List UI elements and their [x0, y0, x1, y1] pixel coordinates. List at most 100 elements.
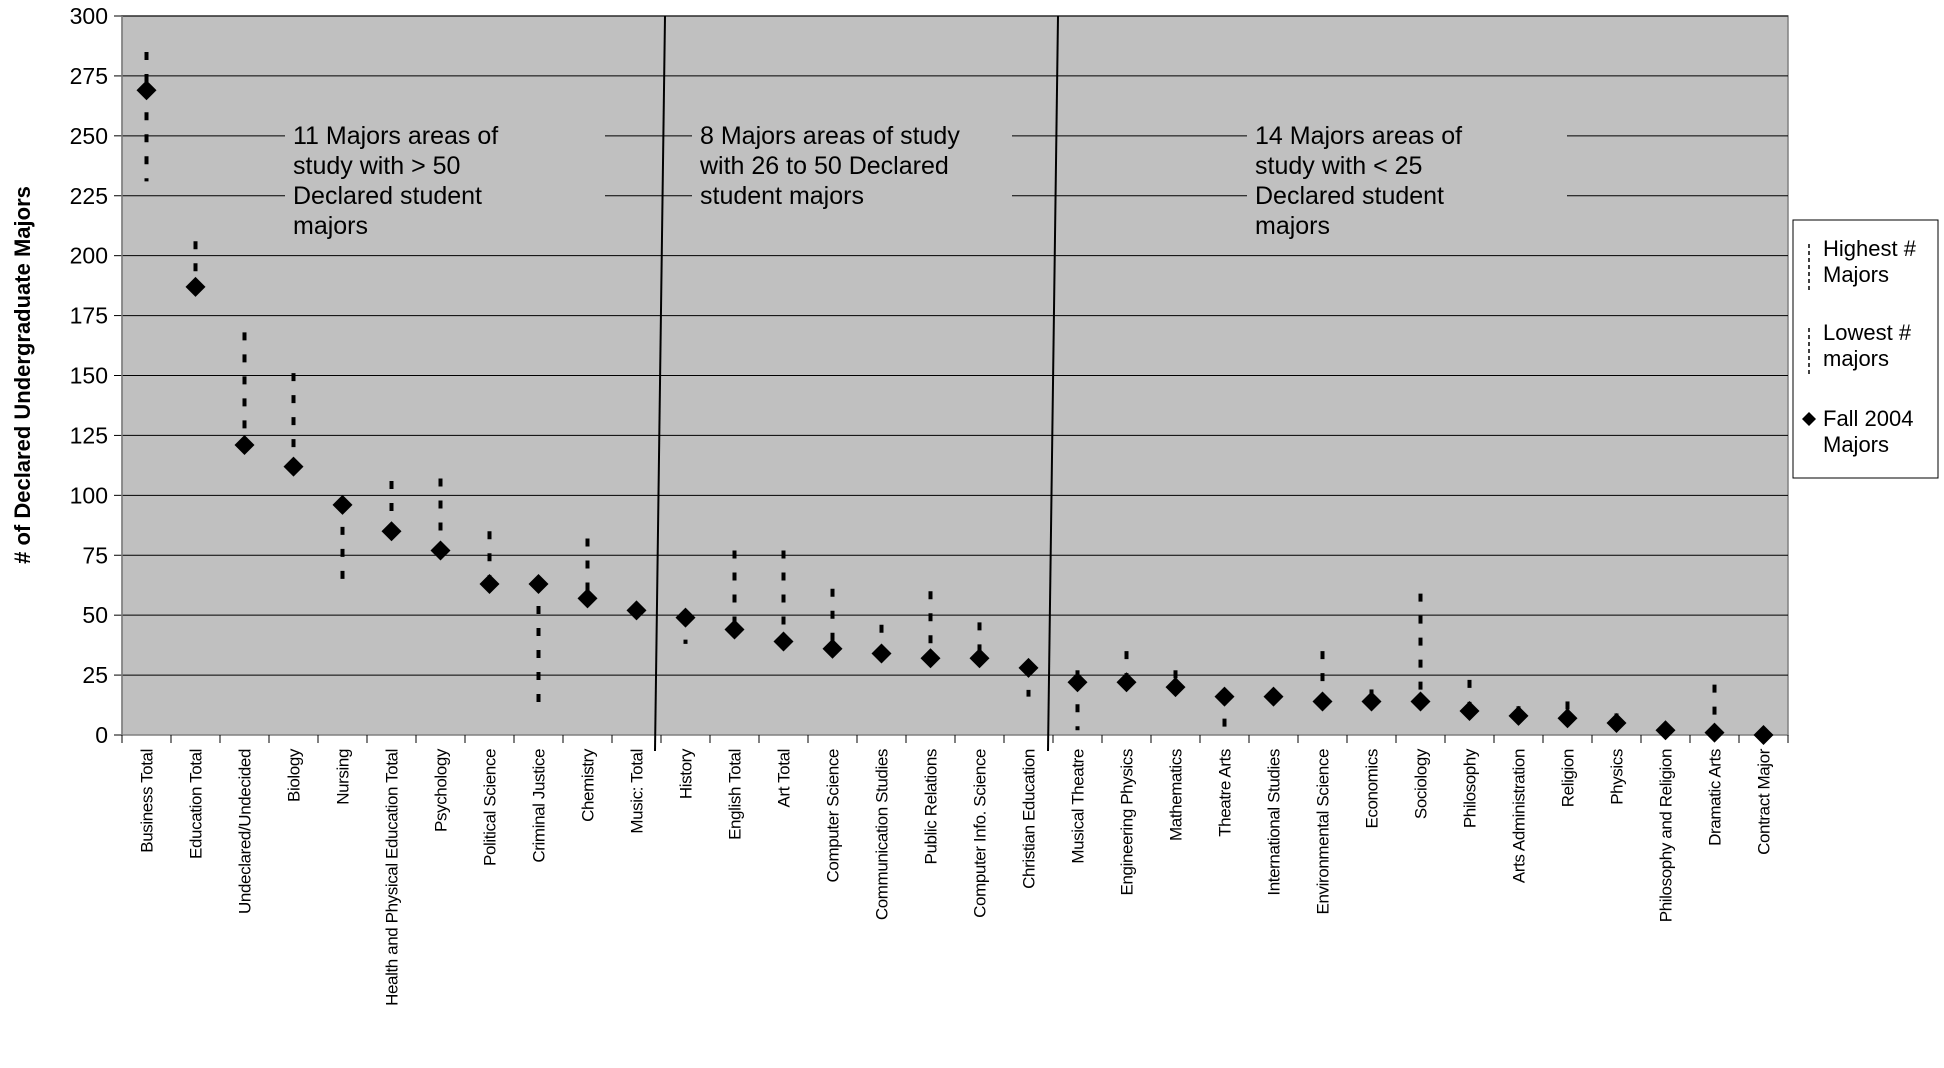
y-axis-ticks: 0 25 50 75 100 125 150 175 200 225 250 275 300	[70, 3, 123, 748]
marker-theatre-arts	[1214, 686, 1235, 707]
marker-chemistry	[577, 588, 598, 609]
y-tick-label-25: 25	[82, 662, 108, 688]
x-tick-label-public-relations: Public Relations	[922, 749, 941, 865]
group-annotation-2-line-3: student majors	[700, 182, 864, 210]
x-tick-label-religion: Religion	[1559, 749, 1578, 807]
marker-religion	[1557, 708, 1578, 729]
group-divider-2	[1047, 15, 1059, 752]
x-axis-ticks: Business Total Education Total Undeclared/…	[121, 735, 1789, 1006]
legend-item-1-line-1: Highest #	[1823, 236, 1917, 261]
marker-environmental-science	[1312, 691, 1333, 712]
marker-engineering-physics	[1116, 672, 1137, 693]
legend-diamond-icon	[1802, 412, 1816, 426]
x-tick-label-theatre-arts: Theatre Arts	[1216, 749, 1235, 837]
marker-sociology	[1410, 691, 1431, 712]
legend-item-1-line-2: Majors	[1823, 262, 1889, 287]
marker-christian-education	[1018, 657, 1039, 678]
x-tick-label-music-total: Music: Total	[628, 749, 647, 834]
group-annotation-3-line-4: majors	[1255, 212, 1330, 240]
x-tick-label-education-total: Education Total	[187, 749, 206, 859]
marker-computer-info-science	[969, 648, 990, 669]
marker-philosophy-and-religion	[1655, 720, 1676, 741]
x-tick-label-nursing: Nursing	[334, 749, 353, 805]
marker-psychology	[430, 540, 451, 561]
marker-philosophy	[1459, 701, 1480, 722]
group-annotation-1-line-2: study with > 50	[293, 152, 460, 180]
x-tick-label-dramatic-arts: Dramatic Arts	[1706, 749, 1725, 846]
x-tick-label-communication-studies: Communication Studies	[873, 749, 892, 920]
x-tick-label-history: History	[677, 748, 696, 799]
marker-international-studies	[1263, 686, 1284, 707]
x-tick-label-psychology: Psychology	[432, 748, 451, 832]
marker-physics	[1606, 713, 1627, 734]
marker-criminal-justice	[528, 574, 549, 595]
marker-english-total	[724, 619, 745, 640]
annotation-background-3	[1247, 118, 1567, 246]
x-tick-label-sociology: Sociology	[1412, 748, 1431, 819]
marker-nursing	[332, 494, 353, 515]
y-tick-label-275: 275	[70, 63, 108, 89]
y-tick-label-175: 175	[70, 303, 108, 329]
group-annotation-1-line-4: majors	[293, 212, 368, 240]
y-tick-label-100: 100	[70, 482, 108, 508]
x-tick-label-engineering-physics: Engineering Physics	[1118, 749, 1137, 895]
legend-item-2-line-1: Lowest #	[1823, 320, 1912, 345]
group-divider-1	[654, 15, 666, 752]
x-tick-label-arts-administration: Arts Administration	[1510, 749, 1529, 883]
x-tick-label-computer-science: Computer Science	[824, 749, 843, 882]
legend-box	[1792, 219, 1939, 479]
marker-musical-theatre	[1067, 672, 1088, 693]
x-tick-label-business-total: Business Total	[138, 749, 157, 853]
marker-history	[675, 607, 696, 628]
y-tick-label-300: 300	[70, 3, 108, 29]
marker-computer-science	[822, 638, 843, 659]
y-tick-label-225: 225	[70, 183, 108, 209]
x-tick-label-international-studies: International Studies	[1265, 749, 1284, 896]
y-tick-label-150: 150	[70, 363, 108, 389]
y-axis-label: # of Declared Undergraduate Majors	[10, 186, 35, 564]
group-annotation-3-line-1: 14 Majors areas of	[1255, 122, 1462, 150]
x-tick-label-criminal-justice: Criminal Justice	[530, 749, 549, 863]
marker-communication-studies	[871, 643, 892, 664]
marker-political-science	[479, 574, 500, 595]
x-tick-label-biology: Biology	[285, 748, 304, 802]
x-tick-label-computer-info-science: Computer Info. Science	[971, 749, 990, 918]
legend-item-3-line-1: Fall 2004	[1823, 406, 1914, 431]
fall-2004-markers	[136, 80, 1774, 745]
marker-economics	[1361, 691, 1382, 712]
marker-business-total	[136, 80, 157, 101]
marker-education-total	[185, 276, 206, 297]
marker-biology	[283, 456, 304, 477]
y-tick-label-75: 75	[82, 542, 108, 568]
legend-item-2-line-2: majors	[1823, 346, 1889, 371]
y-tick-label-125: 125	[70, 422, 108, 448]
group-annotation-2-line-2: with 26 to 50 Declared	[699, 152, 949, 180]
y-tick-label-250: 250	[70, 123, 108, 149]
x-tick-label-christian-education: Christian Education	[1020, 749, 1039, 889]
marker-contract-major	[1753, 725, 1774, 745]
group-annotation-1-line-3: Declared student	[293, 182, 482, 210]
x-tick-label-health-and-physical-education-total: Health and Physical Education Total	[383, 749, 402, 1006]
marker-dramatic-arts	[1704, 722, 1725, 743]
x-tick-label-musical-theatre: Musical Theatre	[1069, 749, 1088, 864]
x-tick-label-undeclared-undecided: Undeclared/Undecided	[236, 749, 255, 914]
x-tick-label-philosophy-and-religion: Philosophy and Religion	[1657, 749, 1676, 922]
x-tick-label-chemistry: Chemistry	[579, 748, 598, 822]
annotation-background-1	[285, 118, 605, 246]
x-tick-label-economics: Economics	[1363, 749, 1382, 829]
marker-undeclared-undecided	[234, 435, 255, 456]
annotation-background-2	[692, 118, 1012, 216]
x-tick-label-political-science: Political Science	[481, 749, 500, 866]
x-tick-label-philosophy: Philosophy	[1461, 748, 1480, 828]
group-annotation-2-line-1: 8 Majors areas of study	[700, 122, 960, 150]
x-tick-label-english-total: English Total	[726, 749, 745, 840]
group-dividers	[654, 15, 1059, 752]
x-tick-label-mathematics: Mathematics	[1167, 749, 1186, 841]
x-tick-label-art-total: Art Total	[775, 749, 794, 807]
y-tick-label-0: 0	[95, 722, 108, 748]
y-tick-label-50: 50	[82, 602, 108, 628]
group-annotation-3-line-2: study with < 25	[1255, 152, 1422, 180]
